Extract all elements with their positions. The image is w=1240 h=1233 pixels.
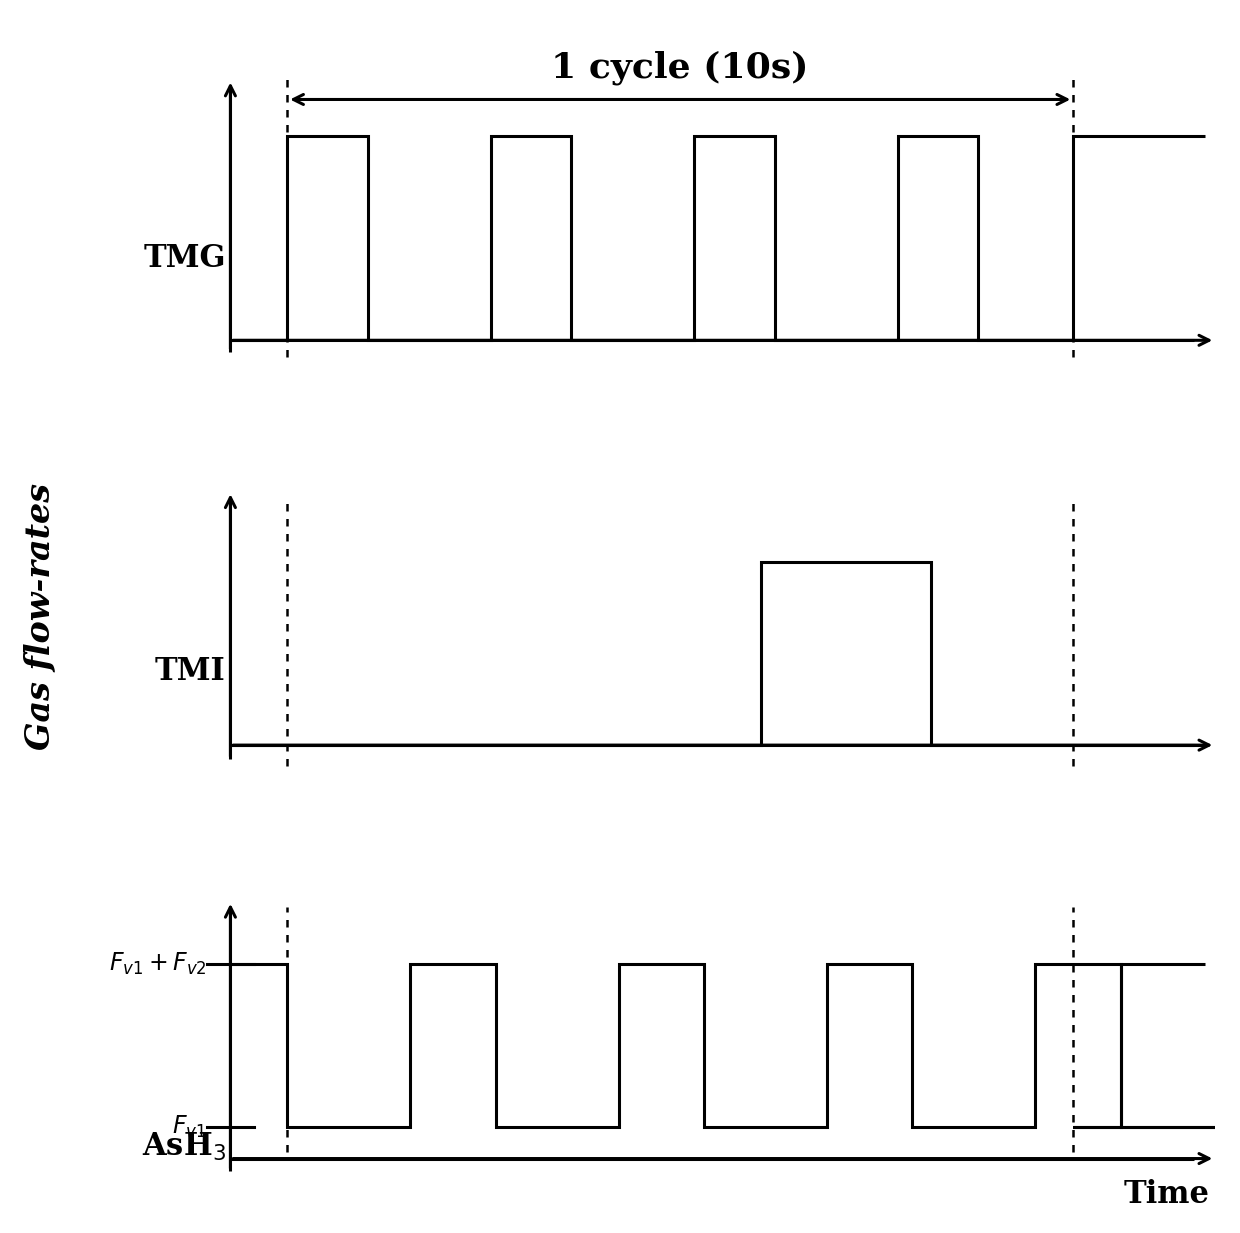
- Text: $F_{v1}+F_{v2}$: $F_{v1}+F_{v2}$: [109, 951, 207, 977]
- Text: Gas flow-rates: Gas flow-rates: [24, 483, 56, 750]
- Text: Time: Time: [1123, 1179, 1210, 1210]
- Text: TMI: TMI: [155, 656, 226, 687]
- Text: $F_{v1}$: $F_{v1}$: [172, 1115, 207, 1141]
- Text: AsH$_3$: AsH$_3$: [141, 1131, 226, 1163]
- Text: 1 cycle (10s): 1 cycle (10s): [552, 51, 808, 85]
- Text: TMG: TMG: [143, 243, 226, 274]
